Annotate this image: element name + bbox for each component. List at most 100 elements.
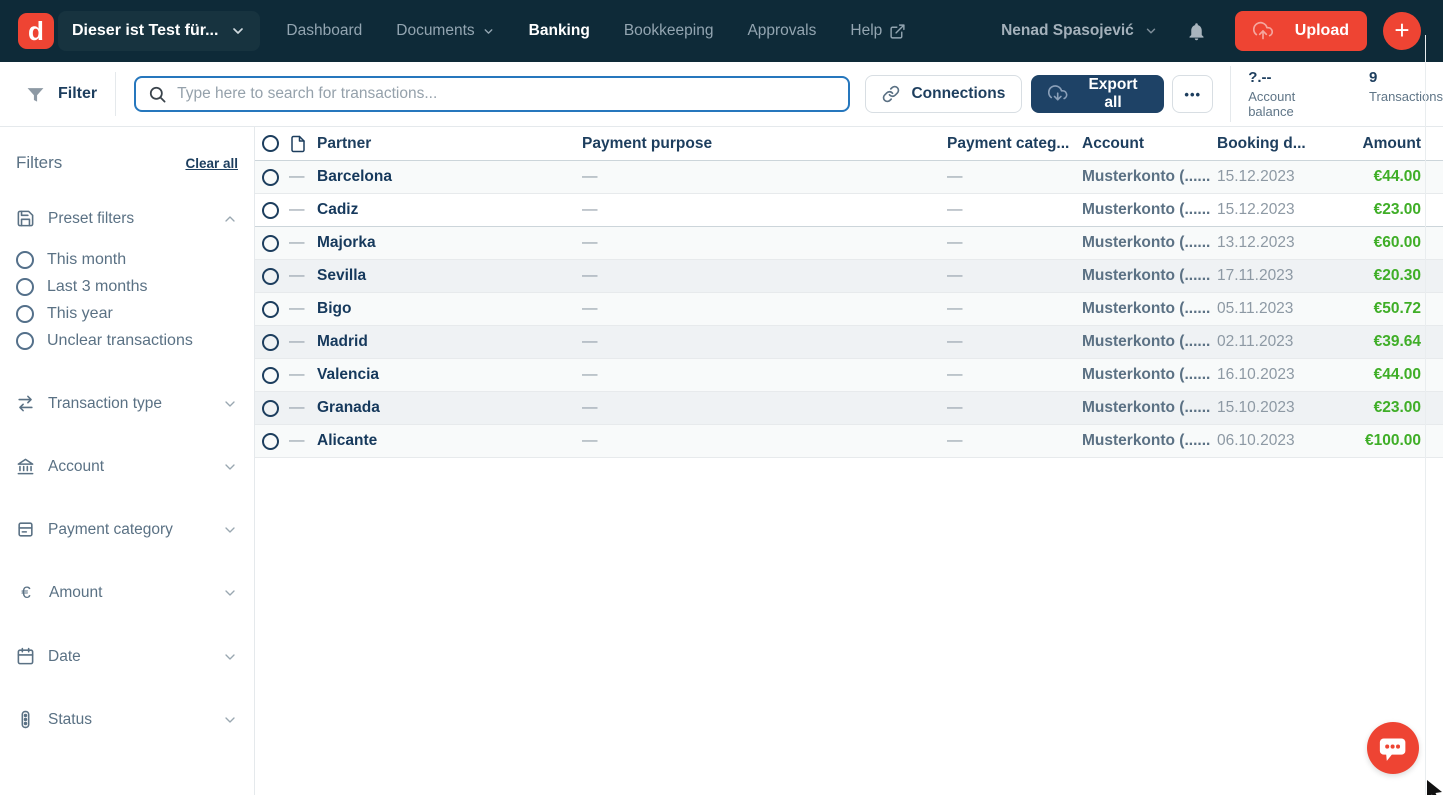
row-select-circle[interactable] [262, 300, 279, 318]
row-partner[interactable]: Sevilla [317, 267, 367, 284]
table-row[interactable]: — Barcelona — — Musterkonto (...... 15.1… [255, 161, 1443, 194]
filter-section-amount[interactable]: € Amount [16, 583, 238, 603]
chevron-down-icon[interactable] [222, 649, 238, 665]
row-payment-category: — [947, 168, 963, 185]
radio-button[interactable] [16, 251, 34, 269]
row-partner[interactable]: Majorka [317, 234, 376, 251]
row-partner[interactable]: Alicante [317, 432, 378, 449]
nav-item-help[interactable]: Help [850, 22, 906, 40]
export-all-label: Export all [1088, 76, 1138, 111]
header-amount[interactable]: Amount [1362, 134, 1421, 152]
row-amount: €50.72 [1373, 300, 1421, 317]
company-selector[interactable]: Dieser ist Test für... [58, 11, 261, 51]
more-actions-button[interactable]: ••• [1172, 75, 1214, 113]
chevron-down-icon[interactable] [222, 585, 238, 601]
header-payment-category[interactable]: Payment categ... [947, 134, 1070, 152]
row-account: Musterkonto (...... [1082, 168, 1211, 185]
preset-option-this-month[interactable]: This month [16, 251, 238, 269]
chevron-down-icon [233, 28, 244, 34]
table-row[interactable]: — Alicante — — Musterkonto (...... 06.10… [255, 425, 1443, 458]
radio-button[interactable] [16, 278, 34, 296]
chevron-down-icon[interactable] [222, 396, 238, 412]
filter-section-transaction-type[interactable]: Transaction type [16, 394, 238, 413]
chevron-down-icon[interactable] [222, 712, 238, 728]
filter-label: Filter [58, 85, 98, 102]
table-row[interactable]: — Majorka — — Musterkonto (...... 13.12.… [255, 227, 1443, 260]
row-select-circle[interactable] [262, 333, 279, 351]
bank-icon [17, 458, 34, 475]
row-booking-date: 15.12.2023 [1217, 201, 1295, 218]
chat-support-button[interactable] [1367, 722, 1419, 774]
header-booking-date[interactable]: Booking d... [1217, 134, 1306, 152]
filter-section-date[interactable]: Date [16, 647, 238, 666]
row-partner[interactable]: Madrid [317, 333, 368, 350]
filters-sidebar: Filters Clear all Preset filters This mo… [0, 127, 255, 795]
filter-section-payment-category[interactable]: Payment category [16, 520, 238, 539]
header-account[interactable]: Account [1082, 134, 1144, 152]
filter-section-status[interactable]: Status [16, 710, 238, 729]
nav-item-banking[interactable]: Banking [528, 22, 590, 39]
row-amount: €20.30 [1373, 267, 1421, 284]
table-row[interactable]: — Madrid — — Musterkonto (...... 02.11.2… [255, 326, 1443, 359]
row-partner[interactable]: Cadiz [317, 201, 359, 218]
preset-option-last-3-months[interactable]: Last 3 months [16, 278, 238, 296]
chevron-down-icon[interactable] [222, 522, 238, 538]
clear-all-link[interactable]: Clear all [185, 156, 238, 171]
connections-button[interactable]: Connections [865, 75, 1023, 113]
row-document-cell: — [289, 333, 305, 350]
nav-item-dashboard[interactable]: Dashboard [286, 22, 363, 39]
radio-button[interactable] [16, 332, 34, 350]
table-row[interactable]: — Granada — — Musterkonto (...... 15.10.… [255, 392, 1443, 425]
table-row[interactable]: — Sevilla — — Musterkonto (...... 17.11.… [255, 260, 1443, 293]
radio-button[interactable] [16, 305, 34, 323]
header-payment-purpose[interactable]: Payment purpose [582, 134, 713, 152]
add-new-button[interactable]: + [1383, 12, 1421, 50]
upload-button[interactable]: Upload [1234, 11, 1367, 51]
row-account: Musterkonto (...... [1082, 201, 1211, 218]
table-row[interactable]: — Cadiz — — Musterkonto (...... 15.12.20… [255, 194, 1443, 227]
chevron-up-icon[interactable] [222, 211, 238, 227]
row-payment-purpose: — [582, 399, 598, 416]
main-nav: Dashboard Documents Banking Bookkeeping … [286, 22, 906, 40]
row-partner[interactable]: Valencia [317, 366, 380, 383]
row-select-circle[interactable] [262, 366, 279, 384]
preset-filters-section[interactable]: Preset filters [16, 209, 238, 228]
row-partner[interactable]: Bigo [317, 300, 352, 317]
row-select-circle[interactable] [262, 168, 279, 186]
select-all-circle[interactable] [262, 135, 279, 152]
export-all-button[interactable]: Export all [1031, 75, 1165, 113]
table-row[interactable]: — Valencia — — Musterkonto (...... 16.10… [255, 359, 1443, 392]
filters-title: Filters [16, 153, 63, 172]
row-account: Musterkonto (...... [1082, 333, 1211, 350]
preset-option-unclear-transactions[interactable]: Unclear transactions [16, 332, 238, 350]
filter-section-account[interactable]: Account [16, 457, 238, 476]
row-booking-date: 15.10.2023 [1217, 399, 1295, 416]
row-document-cell: — [289, 168, 305, 185]
header-partner[interactable]: Partner [317, 134, 372, 152]
row-select-circle[interactable] [262, 432, 279, 450]
notifications-bell-icon[interactable] [1186, 21, 1207, 42]
transactions-count-label: Transactions [1369, 89, 1443, 104]
search-box [134, 76, 851, 112]
app-logo[interactable]: d [18, 13, 54, 49]
table-row[interactable]: — Bigo — — Musterkonto (...... 05.11.202… [255, 293, 1443, 326]
connections-label: Connections [911, 85, 1006, 102]
row-select-circle[interactable] [262, 267, 279, 285]
nav-item-approvals[interactable]: Approvals [747, 22, 817, 39]
row-amount: €100.00 [1364, 432, 1421, 449]
company-selector-label: Dieser ist Test für... [72, 22, 219, 39]
table-scrollbar-track[interactable] [1425, 35, 1426, 795]
row-select-circle[interactable] [262, 234, 279, 252]
row-account: Musterkonto (...... [1082, 366, 1211, 383]
nav-item-bookkeeping[interactable]: Bookkeeping [623, 22, 714, 39]
preset-option-this-year[interactable]: This year [16, 305, 238, 323]
nav-item-documents[interactable]: Documents [396, 22, 494, 40]
row-partner[interactable]: Barcelona [317, 168, 392, 185]
filter-button[interactable]: Filter [26, 85, 97, 104]
chevron-down-icon[interactable] [222, 459, 238, 475]
search-input[interactable] [177, 85, 837, 103]
row-partner[interactable]: Granada [317, 399, 380, 416]
row-select-circle[interactable] [262, 201, 279, 219]
user-menu[interactable]: Nenad Spasojević [1001, 22, 1158, 40]
row-select-circle[interactable] [262, 399, 279, 417]
